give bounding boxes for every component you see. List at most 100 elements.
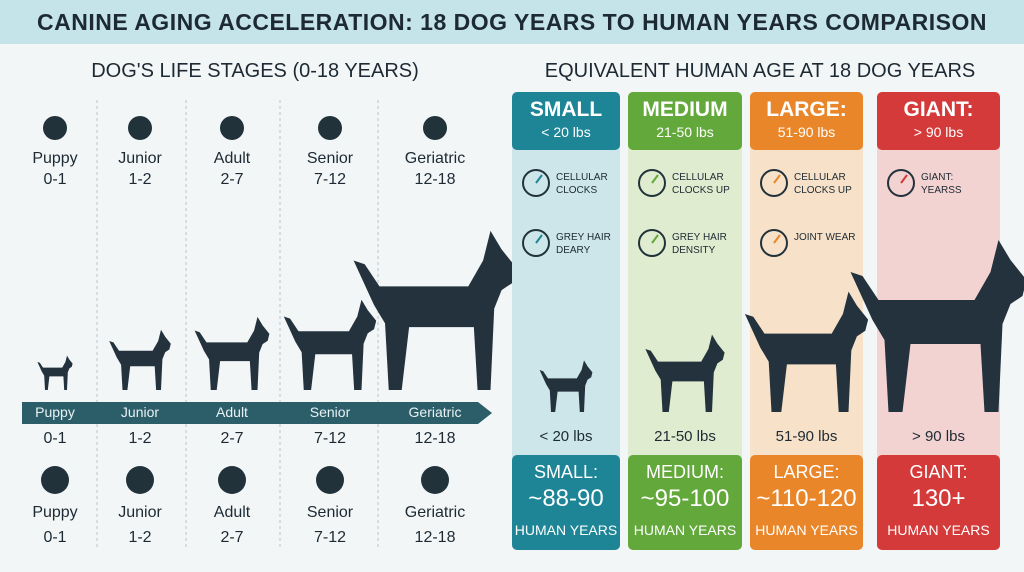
trait-icon — [522, 229, 550, 257]
column-header — [628, 92, 742, 150]
dog-silhouette — [353, 230, 517, 390]
trait-text: GREY HAIR DEARY — [556, 232, 611, 256]
result-unit: HUMAN YEARS — [755, 522, 858, 538]
stage-icon — [218, 466, 246, 494]
stage-name: Puppy — [32, 150, 78, 167]
timeline-label: Puppy — [35, 404, 75, 420]
column-header — [877, 92, 1000, 150]
trait-text: JOINT WEAR — [794, 232, 856, 243]
size-label: GIANT: — [903, 98, 974, 121]
stage-icon — [423, 116, 447, 140]
trait-icon — [638, 169, 666, 197]
stage-icon — [41, 466, 69, 494]
column-header — [512, 92, 620, 150]
result-unit: HUMAN YEARS — [887, 522, 990, 538]
trait-icon — [522, 169, 550, 197]
stage-icon — [316, 466, 344, 494]
stage-name: Puppy — [32, 504, 78, 521]
dog-silhouette — [744, 291, 869, 412]
weight-label: 21-50 lbs — [656, 124, 714, 140]
weight-label: > 90 lbs — [913, 124, 964, 140]
stage-icon — [126, 466, 154, 494]
result-value: ~95-100 — [640, 485, 730, 512]
timeline-label: Senior — [309, 404, 351, 420]
stage-name: Adult — [213, 150, 251, 167]
result-value: ~88-90 — [528, 485, 604, 512]
clock-hand — [900, 174, 908, 184]
trait-text: CELLULAR CLOCKS — [556, 172, 608, 196]
result-label: MEDIUM: — [646, 462, 724, 482]
stage-range: 2-7 — [220, 430, 244, 447]
stage-name: Geriatric — [404, 150, 466, 167]
stage-range: 0-1 — [43, 171, 67, 188]
trait-icon — [760, 169, 788, 197]
timeline-arrow — [22, 402, 492, 424]
dog-silhouette — [645, 334, 725, 412]
trait-text: CELLULAR CLOCKS UP — [672, 172, 730, 196]
size-label: SMALL — [529, 98, 603, 121]
stage-range: 7-12 — [313, 171, 347, 188]
timeline-label: Geriatric — [408, 404, 462, 420]
clock-hand — [651, 234, 659, 244]
column-body — [628, 92, 742, 550]
left-heading: DOG'S LIFE STAGES (0-18 YEARS) — [91, 60, 419, 82]
stage-range: 0-1 — [43, 529, 67, 546]
title: CANINE AGING ACCELERATION: 18 DOG YEARS … — [36, 9, 988, 35]
weight-label: 51-90 lbs — [777, 124, 836, 140]
stage-range: 1-2 — [128, 171, 152, 188]
stage-icon — [421, 466, 449, 494]
stage-range: 2-7 — [220, 529, 244, 546]
weight-label: < 20 lbs — [539, 428, 593, 445]
stage-name: Senior — [306, 504, 354, 521]
trait-icon — [638, 229, 666, 257]
stage-icon — [128, 116, 152, 140]
stage-range: 2-7 — [220, 171, 244, 188]
stage-range: 7-12 — [313, 529, 347, 546]
clock-hand — [773, 234, 781, 244]
result-label: SMALL: — [533, 462, 599, 482]
stage-range: 7-12 — [313, 430, 347, 447]
trait-text: GREY HAIR DENSITY — [672, 232, 727, 256]
result-unit: HUMAN YEARS — [633, 522, 737, 538]
stage-range: 1-2 — [128, 529, 152, 546]
dog-silhouette — [37, 355, 73, 390]
stage-name: Senior — [306, 150, 354, 167]
stage-name: Junior — [118, 150, 162, 167]
clock-hand — [773, 174, 781, 184]
column-body — [750, 92, 863, 550]
stage-range: 12-18 — [414, 171, 456, 188]
timeline-label: Junior — [120, 404, 160, 420]
trait-text: CELLULAR CLOCKS UP — [794, 172, 852, 196]
result-value: 130+ — [911, 485, 966, 512]
column-body — [512, 92, 620, 550]
stage-icon — [43, 116, 67, 140]
right-heading: EQUIVALENT HUMAN AGE AT 18 DOG YEARS — [544, 60, 976, 82]
result-unit: HUMAN YEARS — [514, 522, 618, 538]
clock-hand — [651, 174, 659, 184]
stage-range: 0-1 — [43, 430, 67, 447]
result-value: ~110-120 — [756, 485, 857, 512]
stage-name: Adult — [213, 504, 251, 521]
clock-hand — [535, 234, 543, 244]
stage-name: Geriatric — [404, 504, 466, 521]
dog-silhouette — [283, 299, 377, 390]
title-bar — [0, 0, 1024, 44]
weight-label: 51-90 lbs — [775, 428, 838, 445]
stage-range: 12-18 — [414, 430, 456, 447]
stage-range: 12-18 — [414, 529, 456, 546]
stage-icon — [318, 116, 342, 140]
clock-hand — [535, 174, 543, 184]
dog-silhouette — [539, 360, 593, 412]
column-footer — [750, 455, 863, 550]
size-label: MEDIUM — [642, 98, 728, 121]
size-label: LARGE: — [766, 98, 847, 121]
trait-text: GIANT: YEARSS — [921, 172, 962, 196]
dog-silhouette — [850, 240, 1024, 412]
trait-icon — [887, 169, 915, 197]
stage-range: 1-2 — [128, 430, 152, 447]
dog-silhouette — [109, 329, 171, 390]
stage-name: Junior — [118, 504, 162, 521]
column-footer — [512, 455, 620, 550]
